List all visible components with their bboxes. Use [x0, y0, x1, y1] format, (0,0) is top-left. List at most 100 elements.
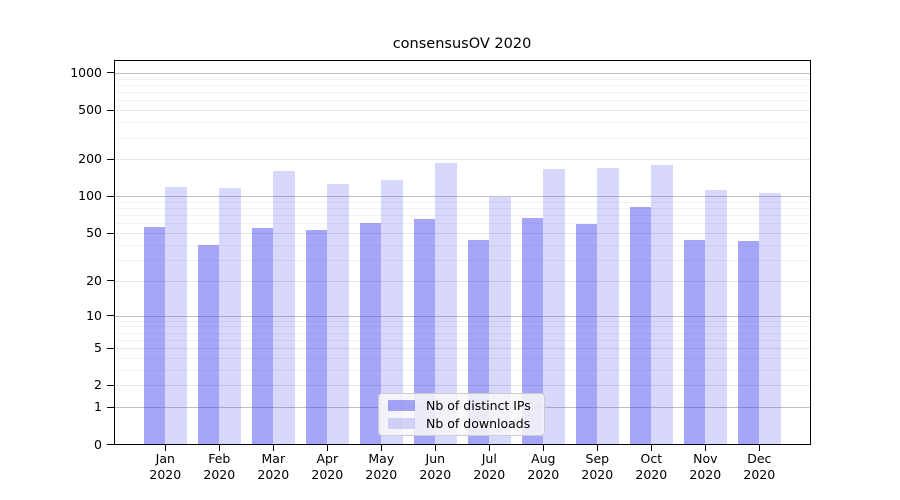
bar-distinct-ips-oct: [629, 206, 652, 445]
x-label-month: Dec: [747, 451, 772, 466]
legend: Nb of distinct IPs Nb of downloads: [378, 392, 545, 436]
y-tick-label: 500: [78, 102, 102, 117]
x-tick-label: Mar 2020: [246, 451, 300, 482]
bar-downloads-aug: [543, 169, 565, 445]
x-label-month: Jan: [155, 451, 175, 466]
legend-item-distinct-ips: Nb of distinct IPs: [388, 398, 535, 413]
gridline: [113, 357, 811, 359]
gridline: [113, 385, 811, 387]
bar-distinct-ips-apr: [305, 229, 328, 445]
gridline: [113, 78, 811, 80]
x-label-year: 2020: [473, 466, 506, 482]
x-tick-label: Oct 2020: [624, 451, 678, 482]
x-label-year: 2020: [743, 466, 776, 482]
x-tick: [704, 444, 706, 451]
gridline: [113, 92, 811, 93]
bar-downloads-jan: [165, 186, 187, 445]
x-tick-label: Sep 2020: [570, 451, 624, 482]
x-label-year: 2020: [419, 466, 452, 482]
x-tick: [326, 444, 328, 451]
bar-distinct-ips-feb: [197, 244, 220, 445]
y-tick-label: 100: [78, 188, 102, 204]
x-tick: [542, 444, 544, 451]
gridline: [113, 208, 811, 210]
x-tick: [650, 444, 652, 451]
gridline: [113, 348, 811, 350]
x-label-year: 2020: [311, 466, 344, 482]
gridline: [113, 320, 811, 322]
y-tick: [107, 195, 114, 197]
legend-item-downloads: Nb of downloads: [388, 416, 535, 431]
x-tick-label: Nov 2020: [678, 451, 732, 482]
y-tick-label: 50: [86, 225, 102, 240]
x-tick: [758, 444, 760, 451]
y-tick-label: 1000: [70, 64, 102, 80]
y-tick: [107, 384, 114, 386]
x-label-month: Mar: [261, 451, 286, 466]
x-tick-label: Jan 2020: [138, 451, 192, 482]
bar-distinct-ips-may: [359, 223, 382, 445]
legend-label-downloads: Nb of downloads: [426, 415, 531, 431]
x-label-month: Nov: [693, 451, 718, 466]
chart-title: consensusOV 2020: [392, 36, 532, 52]
x-label-month: Feb: [208, 451, 231, 466]
x-tick: [218, 444, 220, 451]
legend-label-distinct-ips: Nb of distinct IPs: [426, 398, 531, 413]
bar-downloads-jun: [435, 162, 457, 445]
x-label-month: Apr: [316, 451, 339, 466]
x-tick-label: Aug 2020: [516, 451, 570, 482]
x-tick-label: Jun 2020: [408, 451, 462, 482]
bar-distinct-ips-aug: [521, 218, 544, 445]
bar-downloads-oct: [651, 164, 673, 445]
x-tick: [488, 444, 490, 451]
x-tick: [596, 444, 598, 451]
gridline: [113, 332, 811, 334]
legend-swatch-downloads-icon: [388, 417, 415, 429]
plot-area: [113, 60, 811, 445]
y-tick-label: 5: [94, 340, 102, 356]
bar-downloads-feb: [219, 188, 241, 445]
bar-downloads-apr: [327, 184, 349, 445]
x-label-year: 2020: [149, 466, 182, 482]
gridline: [113, 315, 811, 317]
gridline: [113, 110, 811, 111]
bar-downloads-dec: [759, 193, 781, 445]
gridline: [113, 159, 811, 161]
gridline: [113, 201, 811, 203]
legend-swatch-distinct-ips-icon: [388, 400, 415, 411]
bar-distinct-ips-dec: [737, 240, 760, 445]
y-tick: [107, 72, 114, 74]
gridline: [113, 244, 811, 246]
gridline: [113, 122, 811, 123]
x-label-year: 2020: [365, 466, 398, 482]
x-tick-label: Jul 2020: [462, 451, 516, 482]
bar-downloads-sep: [597, 167, 619, 445]
bar-downloads-nov: [705, 189, 727, 445]
x-tick: [380, 444, 382, 451]
gridline: [113, 280, 811, 282]
x-tick: [272, 444, 274, 451]
x-label-year: 2020: [635, 466, 668, 482]
x-label-month: Oct: [640, 451, 663, 466]
x-tick: [434, 444, 436, 451]
y-tick: [107, 315, 114, 316]
x-tick: [164, 444, 166, 451]
bar-distinct-ips-jun: [413, 219, 436, 445]
x-tick-label: Dec 2020: [732, 451, 786, 482]
x-label-year: 2020: [203, 466, 236, 482]
gridline: [113, 223, 811, 225]
y-tick: [107, 232, 114, 234]
bar-distinct-ips-sep: [575, 224, 598, 445]
gridline: [113, 369, 811, 371]
x-label-year: 2020: [527, 466, 560, 482]
gridline: [113, 196, 811, 198]
x-label-year: 2020: [257, 466, 290, 482]
bar-distinct-ips-jan: [143, 227, 166, 445]
gridline: [113, 84, 811, 86]
gridline: [113, 339, 811, 341]
y-tick: [107, 280, 114, 282]
x-label-month: Jul: [481, 451, 497, 466]
gridline: [113, 326, 811, 328]
x-tick-label: May 2020: [354, 451, 408, 482]
